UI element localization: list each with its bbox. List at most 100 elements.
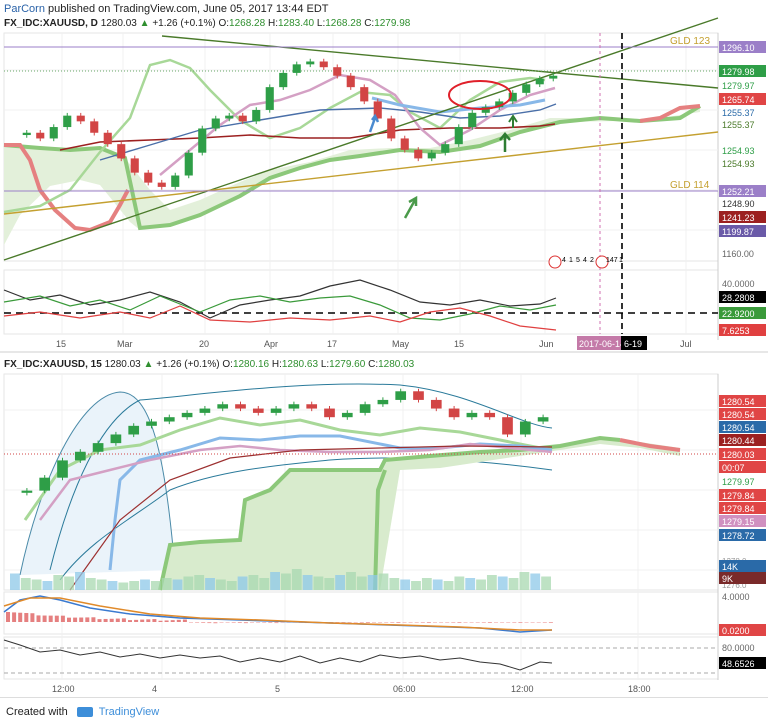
bottom-price-label-10: 1278.72 xyxy=(722,531,755,541)
top-symbol[interactable]: FX_IDC:XAUUSD, D xyxy=(4,18,98,29)
volume-bar-41 xyxy=(454,576,465,590)
volume-bar-12 xyxy=(140,579,150,590)
bottom-symbol[interactable]: FX_IDC:XAUUSD, 15 xyxy=(4,359,102,370)
bottom-candle-26 xyxy=(484,412,496,418)
top-price-label-3: 1265.74 xyxy=(722,95,755,105)
macd-bar-1 xyxy=(12,612,17,622)
top-candle-34 xyxy=(481,107,490,113)
bottom-candle-15 xyxy=(288,404,300,409)
macd-bar-29 xyxy=(182,619,187,622)
green-up-arrow-icon xyxy=(499,132,511,152)
macd-bar-72 xyxy=(445,622,450,623)
resistance-trendline[interactable] xyxy=(161,35,719,89)
top-candle-23 xyxy=(333,67,342,76)
bottom-candle-3 xyxy=(74,451,86,461)
top-oscillator-axis[interactable]: 40.0000 28.2808 22.9200 7.6253 xyxy=(719,277,766,336)
macd-bar-22 xyxy=(140,619,145,622)
macd-bar-62 xyxy=(384,622,389,623)
footer-brand[interactable]: Created with TradingView xyxy=(6,706,159,718)
macd-bar-24 xyxy=(152,619,157,622)
rsi-pane xyxy=(3,639,718,674)
bottom-price-label-2-bg xyxy=(719,421,766,433)
volume-bar-9 xyxy=(107,581,118,590)
rsi-line xyxy=(3,639,553,671)
top-price-label-11: 1199.87 xyxy=(722,227,754,237)
top-price-label-9: 1248.90 xyxy=(722,199,755,209)
top-candles xyxy=(22,58,558,190)
bottom-x-tick-2: 5 xyxy=(275,684,280,694)
macd-bar-14 xyxy=(91,617,96,622)
gold-trendline[interactable] xyxy=(3,131,719,215)
bottom-vol-tick-1: 1276.0 xyxy=(722,581,747,590)
bottom-candle-8 xyxy=(163,417,175,422)
top-osc-label-3: 7.6253 xyxy=(722,326,750,336)
top-o-label: O: xyxy=(218,18,230,29)
event-num-2: 5 xyxy=(576,257,580,264)
support-trendline[interactable] xyxy=(3,17,719,261)
bottom-price-axis[interactable]: 1280.54 1280.54 1280.54 1280.44 1280.03 00:07… xyxy=(719,395,766,541)
bottom-x-tick-5: 18:00 xyxy=(628,684,651,694)
macd-bar-30 xyxy=(189,622,193,623)
event-flag-icon[interactable] xyxy=(548,255,562,269)
top-price-label-6: 1254.93 xyxy=(722,146,755,156)
bottom-price-label-8: 1279.84 xyxy=(722,504,755,514)
top-open: 1268.28 xyxy=(229,18,266,29)
macd-bar-44 xyxy=(274,622,279,624)
author-link[interactable]: ParCorn xyxy=(4,3,45,15)
macd-bar-18 xyxy=(115,618,120,622)
volume-bar-28 xyxy=(313,576,324,590)
top-time-axis[interactable]: 15 Mar 20 Apr 17 May 15 Jun Jul xyxy=(56,339,692,349)
macd-bar-73 xyxy=(451,622,456,623)
bottom-vol-label-3: 9K xyxy=(722,574,733,584)
volume-bar-37 xyxy=(411,581,421,590)
top-price-axis[interactable]: 1296.10 1279.98 1279.97 1265.74 1255.37 1255.… xyxy=(719,41,766,259)
chart-canvas[interactable]: GLD 123 GLD 114 4 1 5 4 2 147 1 1296.101… xyxy=(0,0,768,697)
volume-bar-20 xyxy=(226,581,237,590)
macd-bar-28 xyxy=(176,619,181,622)
top-candle-31 xyxy=(441,144,450,153)
volume-bar-43 xyxy=(476,579,486,590)
bottom-candle-4 xyxy=(92,443,104,452)
macd-bar-69 xyxy=(426,622,431,623)
bottom-indicator-axis[interactable]: 4.0000 0.0200 80.0000 48.6526 xyxy=(719,590,766,669)
bottom-candle-19 xyxy=(359,404,371,413)
top-x-tick-2: 20 xyxy=(199,339,209,349)
top-candle-10 xyxy=(157,182,166,187)
cursor-date-badge-dark xyxy=(621,336,647,350)
volume-bar-14 xyxy=(161,578,172,590)
macd-bar-8 xyxy=(54,615,59,622)
bottom-time-axis[interactable]: 12:00 4 5 06:00 12:00 18:00 xyxy=(52,684,651,694)
volume-bar-33 xyxy=(367,575,378,590)
macd-bar-26 xyxy=(164,620,169,622)
bottom-price-label-5: 00:07 xyxy=(722,463,745,473)
macd-bar-42 xyxy=(262,622,267,623)
volume-bar-36 xyxy=(400,579,411,590)
top-price-pane[interactable] xyxy=(3,32,719,262)
events-row[interactable]: 4 1 5 4 2 147 1 xyxy=(548,255,623,269)
top-candle-8 xyxy=(130,158,139,173)
bottom-h-label: H: xyxy=(271,359,282,370)
span-b-15m xyxy=(619,438,681,452)
macd-bar-61 xyxy=(378,622,383,623)
footer: Created with TradingView xyxy=(0,697,768,726)
senkou-span-a xyxy=(3,104,702,231)
bottom-candle-16 xyxy=(306,404,318,409)
macd-bar-35 xyxy=(219,622,224,623)
top-oscillator xyxy=(3,279,718,331)
top-price-label-7-bg xyxy=(719,157,766,169)
annotation-circle[interactable] xyxy=(448,80,512,110)
bottom-change: +1.26 (+0.1%) xyxy=(156,359,220,370)
top-candle-36 xyxy=(508,92,517,102)
top-c-label: C: xyxy=(364,18,375,29)
chikou-15m xyxy=(23,416,553,521)
macd-bar-82 xyxy=(506,622,511,623)
top-close: 1279.98 xyxy=(374,18,411,29)
top-price-label-11-bg xyxy=(719,225,766,237)
bottom-macd-pane[interactable] xyxy=(3,591,719,635)
bottom-l-label: L: xyxy=(320,359,330,370)
volume-bar-5 xyxy=(64,576,75,590)
bottom-price-label-7-bg xyxy=(719,489,766,501)
event-flag-icon-2[interactable] xyxy=(595,255,609,269)
green-small-arrow-icon xyxy=(508,114,518,128)
